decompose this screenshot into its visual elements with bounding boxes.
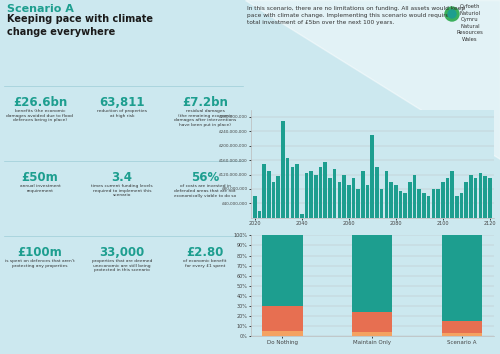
- Bar: [394, 185, 398, 218]
- Bar: [390, 182, 393, 218]
- Text: £2.80: £2.80: [186, 246, 224, 259]
- Bar: [408, 182, 412, 218]
- Text: Cost profile: Cost profile: [252, 119, 311, 128]
- Text: 63,811: 63,811: [99, 96, 145, 109]
- Bar: [324, 162, 327, 218]
- Circle shape: [448, 10, 456, 18]
- Bar: [418, 189, 421, 218]
- Bar: [272, 182, 276, 218]
- Bar: [267, 171, 270, 218]
- Bar: [338, 182, 341, 218]
- Bar: [413, 175, 416, 218]
- Bar: [352, 235, 393, 312]
- Bar: [347, 185, 350, 218]
- Bar: [352, 332, 393, 336]
- Text: £100m: £100m: [18, 246, 62, 259]
- Bar: [262, 235, 302, 306]
- Text: Cyfoeth
Naturiol
Cymru
Natural
Resources
Wales: Cyfoeth Naturiol Cymru Natural Resources…: [456, 4, 483, 42]
- Bar: [262, 306, 302, 331]
- Bar: [333, 169, 336, 218]
- Bar: [253, 196, 256, 218]
- Polygon shape: [245, 0, 500, 159]
- Bar: [441, 182, 444, 218]
- Bar: [442, 333, 482, 336]
- Bar: [342, 175, 346, 218]
- Bar: [464, 182, 468, 218]
- Bar: [478, 173, 482, 218]
- Text: pace with climate change. Implementing this scenario would require a: pace with climate change. Implementing t…: [247, 13, 455, 18]
- Text: annual investment
requirement: annual investment requirement: [20, 184, 60, 193]
- Bar: [375, 167, 378, 218]
- Text: properties that are deemed
uneconomic are still being
protected in this scenario: properties that are deemed uneconomic ar…: [92, 259, 152, 273]
- Bar: [370, 135, 374, 218]
- Bar: [484, 176, 487, 218]
- Bar: [450, 171, 454, 218]
- Bar: [427, 196, 430, 218]
- Bar: [436, 189, 440, 218]
- Bar: [328, 178, 332, 218]
- Bar: [460, 193, 464, 218]
- Bar: [314, 175, 318, 218]
- Text: total investment of £5bn over the next 100 years.: total investment of £5bn over the next 1…: [247, 20, 394, 25]
- Bar: [442, 321, 482, 333]
- Text: 33,000: 33,000: [100, 246, 144, 259]
- Bar: [296, 164, 299, 218]
- Bar: [446, 178, 449, 218]
- Bar: [474, 178, 478, 218]
- Text: residual damages
(the remaining economic
damages after interventions
have been p: residual damages (the remaining economic…: [174, 109, 236, 127]
- Text: 56%: 56%: [191, 171, 219, 184]
- Text: reduction of properties
at high risk: reduction of properties at high risk: [97, 109, 147, 118]
- Bar: [286, 158, 290, 218]
- Text: benefits (the economic
damages avoided due to flood
defences being in place): benefits (the economic damages avoided d…: [6, 109, 73, 122]
- Text: In this scenario, there are no limitations on funding. All assets would keep: In this scenario, there are no limitatio…: [247, 6, 465, 11]
- Bar: [352, 178, 355, 218]
- Bar: [262, 331, 302, 336]
- Circle shape: [445, 7, 459, 21]
- Bar: [469, 175, 472, 218]
- Bar: [404, 193, 407, 218]
- Bar: [281, 120, 284, 218]
- Bar: [276, 176, 280, 218]
- Text: £50m: £50m: [22, 171, 59, 184]
- Bar: [310, 171, 313, 218]
- Bar: [352, 312, 393, 332]
- Text: of economic benefit
for every £1 spent: of economic benefit for every £1 spent: [183, 259, 227, 268]
- Bar: [366, 185, 370, 218]
- Bar: [422, 193, 426, 218]
- Bar: [290, 167, 294, 218]
- Text: Scenario A: Scenario A: [7, 4, 74, 14]
- Bar: [304, 173, 308, 218]
- Bar: [398, 191, 402, 218]
- Bar: [455, 196, 458, 218]
- Text: is spent on defences that aren’t
protecting any properties: is spent on defences that aren’t protect…: [5, 259, 75, 268]
- Text: 3.4: 3.4: [112, 171, 132, 184]
- Text: Keeping pace with climate
change everywhere: Keeping pace with climate change everywh…: [7, 14, 153, 37]
- Bar: [488, 178, 492, 218]
- Bar: [262, 164, 266, 218]
- Bar: [384, 171, 388, 218]
- Text: times current funding levels
required to implement this
scenario: times current funding levels required to…: [91, 184, 153, 198]
- Bar: [442, 235, 482, 321]
- Bar: [258, 211, 261, 218]
- Text: £26.6bn: £26.6bn: [13, 96, 67, 109]
- Bar: [380, 189, 384, 218]
- Bar: [361, 171, 364, 218]
- Text: Likely flooding to residential properties: Likely flooding to residential propertie…: [252, 191, 454, 200]
- Text: of costs are invested in
defended areas that are not
economically viable to do s: of costs are invested in defended areas …: [174, 184, 236, 198]
- Bar: [356, 189, 360, 218]
- Bar: [300, 214, 304, 218]
- Bar: [319, 167, 322, 218]
- Text: £7.2bn: £7.2bn: [182, 96, 228, 109]
- Bar: [432, 189, 435, 218]
